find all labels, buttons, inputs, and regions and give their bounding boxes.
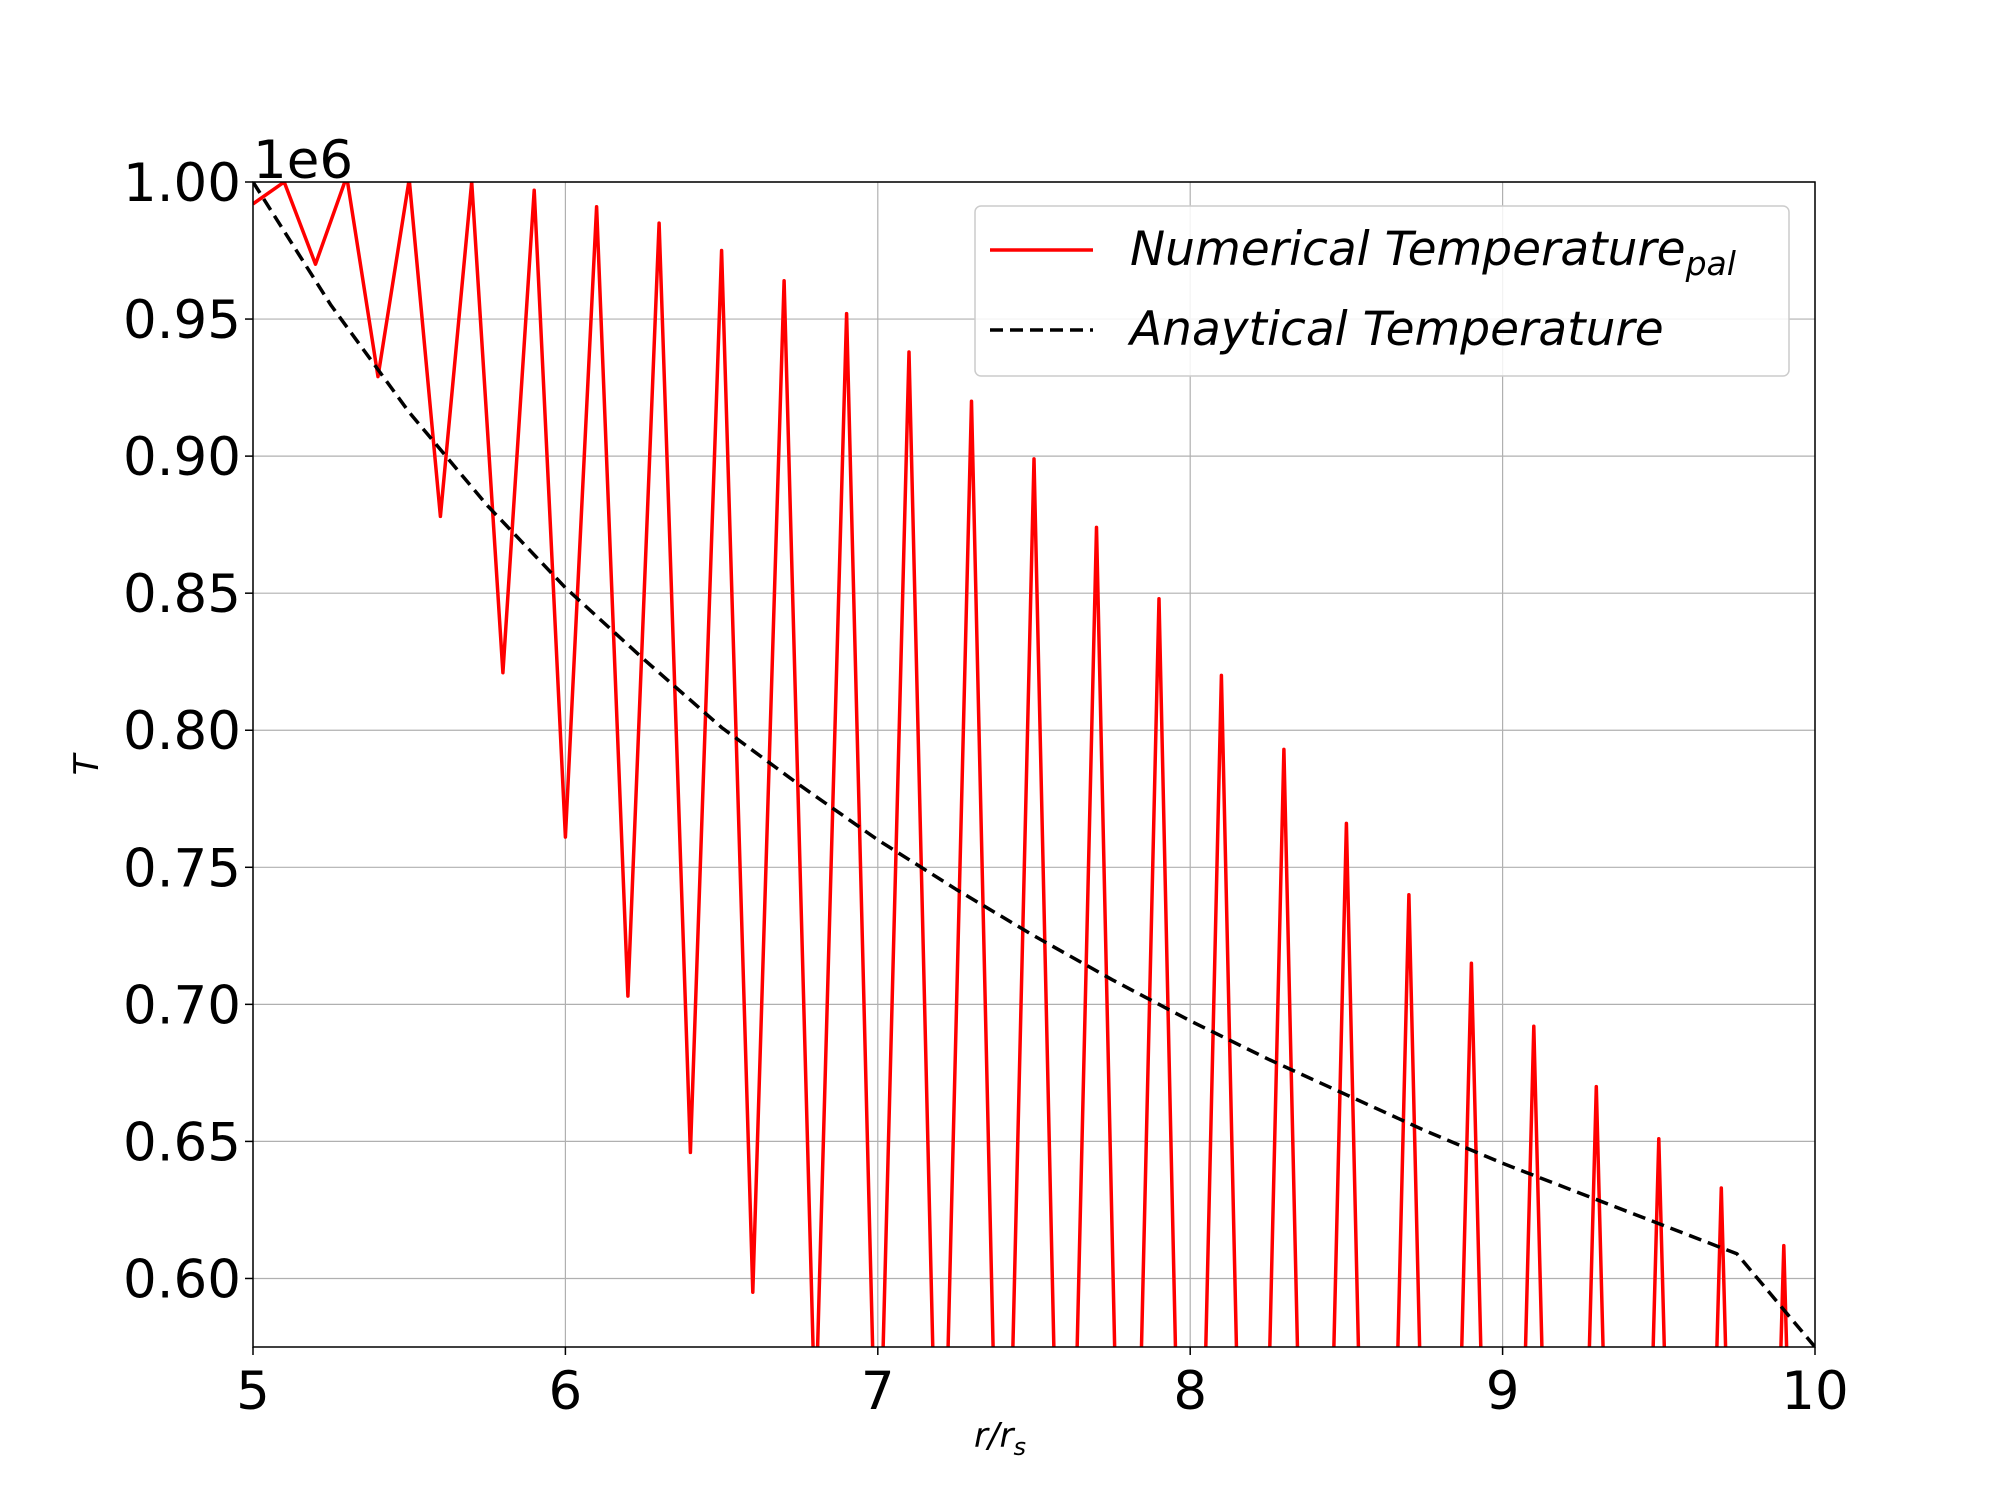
x-tick-label: 7 xyxy=(861,1361,895,1422)
legend-label-numerical-main: Numerical Temperature xyxy=(1130,222,1686,277)
x-tick-label: 8 xyxy=(1173,1361,1207,1422)
legend: Numerical Temperaturepal Anaytical Tempe… xyxy=(974,205,1790,377)
y-offset-text: 1e6 xyxy=(253,130,353,191)
y-tick-label: 0.60 xyxy=(123,1249,241,1310)
series-layer xyxy=(253,182,1815,1347)
y-tick-label: 0.90 xyxy=(123,427,241,488)
x-axis-label-main: r/r xyxy=(974,1416,1015,1456)
y-tick-label: 0.80 xyxy=(123,701,241,762)
x-tick-label: 10 xyxy=(1781,1361,1848,1422)
x-tick-label: 6 xyxy=(549,1361,583,1422)
y-tick-label: 0.70 xyxy=(123,975,241,1036)
legend-box xyxy=(974,205,1790,377)
x-axis-label: r/rs xyxy=(974,1416,1026,1461)
legend-label-analytical: Anaytical Temperature xyxy=(1127,302,1664,357)
y-tick-label: 0.85 xyxy=(123,564,241,625)
y-axis-label: T xyxy=(67,752,107,775)
legend-label-numerical: Numerical Temperaturepal xyxy=(1130,222,1736,283)
y-tick-label: 0.95 xyxy=(123,290,241,351)
numerical-temperature-line xyxy=(253,182,1789,1347)
legend-label-numerical-sub: pal xyxy=(1685,244,1736,283)
x-tick-label: 9 xyxy=(1486,1361,1520,1422)
x-axis-label-sub: s xyxy=(1013,1433,1026,1461)
plot-frame xyxy=(252,181,1816,1348)
y-tick-label: 0.65 xyxy=(123,1112,241,1173)
y-tick-label: 1.00 xyxy=(123,153,241,214)
x-tick-label: 5 xyxy=(236,1361,270,1422)
ticks: 5 6 7 8 9 10 0.60 0.65 0.70 0.75 0.80 0.85 0.90 0.95 1… xyxy=(123,153,1849,1422)
y-tick-label: 0.75 xyxy=(123,838,241,899)
